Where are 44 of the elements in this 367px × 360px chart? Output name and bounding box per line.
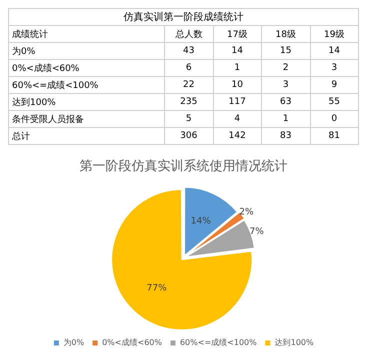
y-tick-label: 60%<=成绩<100% bbox=[8, 76, 164, 94]
data-label: 4 bbox=[213, 110, 262, 128]
data-label: 1 bbox=[213, 60, 262, 76]
data-label: 2% bbox=[239, 207, 254, 218]
y-tick-label: 达到100% bbox=[8, 94, 164, 110]
chart-title: 第一阶段仿真实训系统使用情况统计 bbox=[80, 159, 288, 174]
data-label: 14 bbox=[213, 42, 262, 60]
chart-title: 仿真实训第一阶段成绩统计 bbox=[8, 8, 358, 26]
y-tick-label: 总计 bbox=[8, 128, 164, 144]
data-label: 235 bbox=[164, 94, 213, 110]
y-tick-label: 0%<成绩<60% bbox=[8, 60, 164, 76]
data-label: 2 bbox=[262, 60, 310, 76]
data-label: 1 bbox=[262, 110, 310, 128]
data-label: 55 bbox=[310, 94, 358, 110]
data-label: 10 bbox=[213, 76, 262, 94]
x-tick-label: 总人数 bbox=[164, 26, 213, 42]
data-label: 5 bbox=[164, 110, 213, 128]
x-tick-label: 19级 bbox=[310, 26, 358, 42]
data-label: 117 bbox=[213, 94, 262, 110]
data-label: 14% bbox=[190, 216, 212, 226]
data-label: 14 bbox=[310, 42, 358, 60]
data-label: 63 bbox=[262, 94, 310, 110]
data-label: 77% bbox=[146, 284, 168, 294]
y-tick-label: 为0% bbox=[8, 42, 164, 60]
data-label: 306 bbox=[164, 128, 213, 144]
data-label: 0 bbox=[310, 110, 358, 128]
x-tick-label: 18级 bbox=[262, 26, 310, 42]
data-label: 43 bbox=[164, 42, 213, 60]
data-label: 81 bbox=[310, 128, 358, 144]
data-label: 7% bbox=[249, 226, 264, 237]
legend-label: 60%<=成绩<100% bbox=[180, 338, 258, 348]
y-tick-label: 条件受限人员报备 bbox=[8, 110, 164, 128]
data-label: 22 bbox=[164, 76, 213, 94]
legend-label: 为0% bbox=[63, 338, 84, 348]
y-axis-title: 成绩统计 bbox=[8, 26, 164, 42]
data-label: 6 bbox=[164, 60, 213, 76]
data-label: 142 bbox=[213, 128, 262, 144]
data-label: 83 bbox=[262, 128, 310, 144]
data-label: 3 bbox=[310, 60, 358, 76]
legend-label: 达到100% bbox=[274, 338, 314, 348]
data-label: 3 bbox=[262, 76, 310, 94]
data-label: 9 bbox=[310, 76, 358, 94]
x-tick-label: 17级 bbox=[213, 26, 262, 42]
data-label: 15 bbox=[262, 42, 310, 60]
